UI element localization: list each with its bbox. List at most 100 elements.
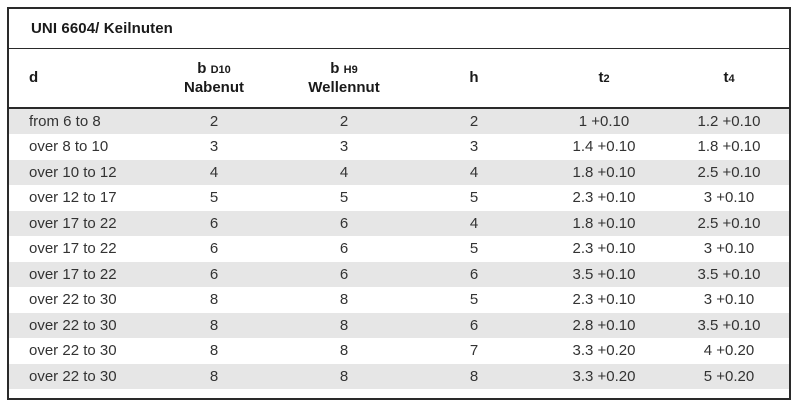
column-header-d-label: d — [29, 69, 39, 86]
cell-t4: 3.5 +0.10 — [669, 312, 789, 339]
cell-h: 2 — [409, 108, 539, 135]
cell-d: from 6 to 8 — [9, 108, 149, 135]
column-header-t2-main: t — [598, 68, 604, 86]
column-header-d: d — [9, 49, 149, 109]
cell-b-wellennut: 6 — [279, 261, 409, 288]
cell-t2: 1.4 +0.10 — [539, 134, 669, 160]
column-header-t2-sub: 2 — [603, 72, 610, 85]
column-header-h-label: h — [469, 69, 479, 86]
cell-b-nabenut: 6 — [149, 236, 279, 262]
cell-b-wellennut: 8 — [279, 312, 409, 339]
table-row: over 8 to 10 3 3 3 1.4 +0.10 1.8 +0.10 — [9, 134, 789, 160]
cell-d: over 22 to 30 — [9, 312, 149, 339]
column-header-t4-main: t — [723, 68, 729, 86]
column-header-b-nabenut: b D10 Nabenut — [149, 49, 279, 109]
cell-t2: 3.3 +0.20 — [539, 338, 669, 364]
cell-b-wellennut: 8 — [279, 338, 409, 364]
cell-d: over 22 to 30 — [9, 287, 149, 313]
cell-h: 5 — [409, 185, 539, 211]
column-header-t4-sub: 4 — [728, 72, 735, 85]
table-row: over 22 to 30 8 8 6 2.8 +0.10 3.5 +0.10 — [9, 312, 789, 339]
cell-t2: 1.8 +0.10 — [539, 159, 669, 186]
cell-b-nabenut: 8 — [149, 287, 279, 313]
cell-t4: 3 +0.10 — [669, 236, 789, 262]
column-header-b-wellennut-label: Wellennut — [308, 78, 380, 96]
cell-t4: 2.5 +0.10 — [669, 210, 789, 237]
column-header-b-nabenut-label: Nabenut — [184, 78, 244, 96]
cell-t4: 5 +0.20 — [669, 363, 789, 390]
table-row: over 22 to 30 8 8 7 3.3 +0.20 4 +0.20 — [9, 338, 789, 364]
cell-h: 6 — [409, 261, 539, 288]
cell-b-wellennut: 5 — [279, 185, 409, 211]
table-row: over 17 to 22 6 6 5 2.3 +0.10 3 +0.10 — [9, 236, 789, 262]
cell-b-wellennut: 6 — [279, 236, 409, 262]
cell-b-nabenut: 2 — [149, 108, 279, 135]
cell-d: over 10 to 12 — [9, 159, 149, 186]
cell-d: over 17 to 22 — [9, 210, 149, 237]
cell-b-wellennut: 3 — [279, 134, 409, 160]
column-header-b-wellennut-tolerance: H9 — [343, 63, 358, 76]
cell-t2: 2.8 +0.10 — [539, 312, 669, 339]
cell-b-nabenut: 5 — [149, 185, 279, 211]
cell-t4: 2.5 +0.10 — [669, 159, 789, 186]
table-header: d b D10 Nabenut b H9 Wellennut h t2 — [9, 49, 789, 109]
cell-t4: 3 +0.10 — [669, 185, 789, 211]
cell-d: over 12 to 17 — [9, 185, 149, 211]
spec-table-frame: UNI 6604/ Keilnuten d b D10 Nabenut b H9… — [7, 7, 791, 400]
cell-b-nabenut: 6 — [149, 261, 279, 288]
cell-b-nabenut: 3 — [149, 134, 279, 160]
cell-b-wellennut: 6 — [279, 210, 409, 237]
cell-t2: 1.8 +0.10 — [539, 210, 669, 237]
cell-b-nabenut: 4 — [149, 159, 279, 186]
table-title: UNI 6604/ Keilnuten — [9, 9, 789, 49]
table-row: over 22 to 30 8 8 5 2.3 +0.10 3 +0.10 — [9, 287, 789, 313]
column-header-t4: t4 — [669, 49, 789, 109]
keyway-table: d b D10 Nabenut b H9 Wellennut h t2 — [9, 49, 789, 390]
cell-b-wellennut: 4 — [279, 159, 409, 186]
cell-h: 6 — [409, 312, 539, 339]
cell-t2: 1 +0.10 — [539, 108, 669, 135]
cell-t2: 2.3 +0.10 — [539, 236, 669, 262]
column-header-h: h — [409, 49, 539, 109]
cell-d: over 17 to 22 — [9, 261, 149, 288]
column-header-b-nabenut-tolerance: D10 — [210, 63, 231, 76]
cell-t4: 1.8 +0.10 — [669, 134, 789, 160]
cell-h: 8 — [409, 363, 539, 390]
cell-b-nabenut: 6 — [149, 210, 279, 237]
cell-t2: 3.3 +0.20 — [539, 363, 669, 390]
cell-t4: 4 +0.20 — [669, 338, 789, 364]
cell-b-wellennut: 8 — [279, 363, 409, 390]
cell-h: 5 — [409, 287, 539, 313]
column-header-b-wellennut: b H9 Wellennut — [279, 49, 409, 109]
cell-t4: 3 +0.10 — [669, 287, 789, 313]
cell-h: 4 — [409, 159, 539, 186]
table-row: over 17 to 22 6 6 6 3.5 +0.10 3.5 +0.10 — [9, 261, 789, 288]
cell-b-nabenut: 8 — [149, 338, 279, 364]
table-row: over 12 to 17 5 5 5 2.3 +0.10 3 +0.10 — [9, 185, 789, 211]
cell-t4: 1.2 +0.10 — [669, 108, 789, 135]
cell-b-wellennut: 8 — [279, 287, 409, 313]
cell-t2: 3.5 +0.10 — [539, 261, 669, 288]
column-header-t2: t2 — [539, 49, 669, 109]
table-row: over 17 to 22 6 6 4 1.8 +0.10 2.5 +0.10 — [9, 210, 789, 237]
table-row: over 10 to 12 4 4 4 1.8 +0.10 2.5 +0.10 — [9, 159, 789, 186]
cell-t4: 3.5 +0.10 — [669, 261, 789, 288]
cell-h: 3 — [409, 134, 539, 160]
table-row: over 22 to 30 8 8 8 3.3 +0.20 5 +0.20 — [9, 363, 789, 390]
column-header-b-wellennut-main: b — [330, 59, 340, 77]
cell-d: over 8 to 10 — [9, 134, 149, 160]
cell-t2: 2.3 +0.10 — [539, 287, 669, 313]
cell-t2: 2.3 +0.10 — [539, 185, 669, 211]
cell-h: 4 — [409, 210, 539, 237]
cell-b-nabenut: 8 — [149, 363, 279, 390]
cell-h: 7 — [409, 338, 539, 364]
cell-d: over 17 to 22 — [9, 236, 149, 262]
column-header-b-nabenut-main: b — [197, 59, 207, 77]
cell-h: 5 — [409, 236, 539, 262]
cell-d: over 22 to 30 — [9, 363, 149, 390]
cell-d: over 22 to 30 — [9, 338, 149, 364]
cell-b-nabenut: 8 — [149, 312, 279, 339]
cell-b-wellennut: 2 — [279, 108, 409, 135]
